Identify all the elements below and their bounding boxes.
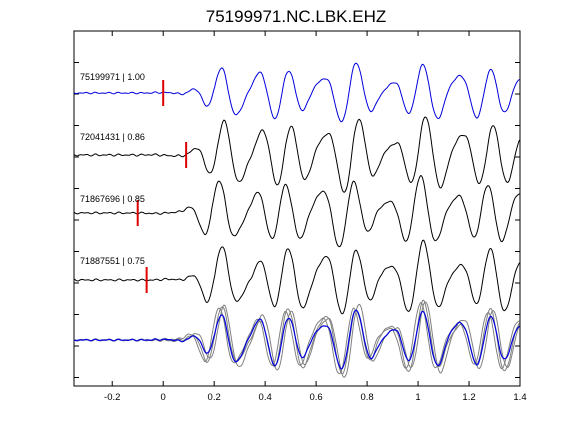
- x-axis: -0.2 0 0.2 0.4 0.6 0.8 1 1.2 1.4: [104, 31, 527, 403]
- trace-label-71867696: 71867696 | 0.85: [80, 194, 145, 204]
- x-tick-label: -0.2: [104, 392, 120, 403]
- y-axis: [74, 30, 520, 378]
- trace-label-72041431: 72041431 | 0.86: [80, 132, 145, 142]
- x-tick-label: 0.4: [259, 392, 272, 403]
- plot-area: -0.2 0 0.2 0.4 0.6 0.8 1 1.2 1.4 75199971 | 1.00…: [73, 30, 527, 403]
- x-tick-label: 1: [415, 392, 420, 403]
- x-tick-label: 0.8: [360, 392, 373, 403]
- stack-overlay-master: [73, 309, 520, 370]
- x-tick-label: 1.4: [513, 392, 526, 403]
- trace-line-72041431: [73, 116, 520, 193]
- axes-frame: [73, 30, 521, 387]
- chart-title: 75199971.NC.LBK.EHZ: [206, 7, 387, 26]
- trace-line-75199971: [73, 62, 520, 123]
- x-tick-label: 0: [161, 392, 166, 403]
- trace-line-71887551: [73, 239, 520, 315]
- x-tick-label: 0.6: [310, 392, 323, 403]
- traces-group: [73, 62, 520, 378]
- trace-labels-group: 75199971 | 1.00 72041431 | 0.86 71867696 |…: [80, 72, 145, 266]
- x-tick-label: 1.2: [462, 392, 475, 403]
- x-tick-label: 0.2: [208, 392, 221, 403]
- trace-line-71867696: [73, 175, 520, 248]
- trace-label-71887551: 71887551 | 0.75: [80, 256, 145, 266]
- trace-label-75199971: 75199971 | 1.00: [80, 72, 145, 82]
